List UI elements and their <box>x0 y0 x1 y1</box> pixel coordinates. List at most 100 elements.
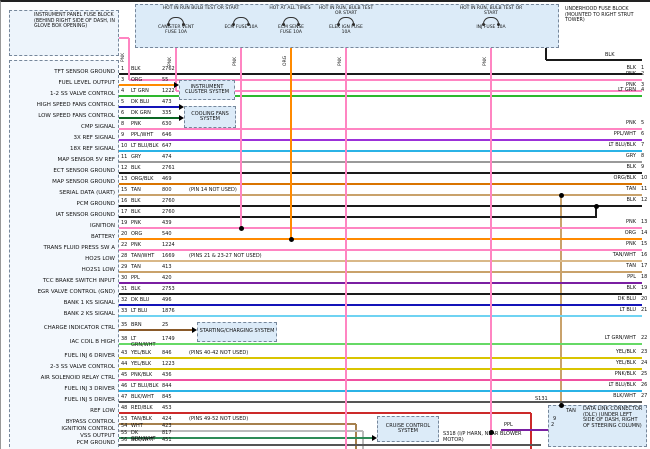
pin-number: 13 <box>121 176 128 182</box>
pin-number: 32 <box>121 297 128 303</box>
vertical-wire-color-label: PNK <box>233 56 238 66</box>
ip-fuse-block-label: INSTRUMENT PANEL FUSE BLOCK (BEHIND RIGH… <box>34 13 115 30</box>
signal-label: SERIAL DATA (UART) <box>59 190 115 196</box>
pin-number: 20 <box>121 231 128 237</box>
circuit-number: 540 <box>162 231 172 237</box>
underhood-fuse-block-label: UNDERHOOD FUSE BLOCK (MOUNTED TO RIGHT S… <box>565 7 634 24</box>
right-continuation-tag: 11 <box>641 186 648 192</box>
pin-number: 9 <box>121 132 125 138</box>
wire-horizontal <box>119 117 179 119</box>
wire-color-label: PPL <box>504 422 513 428</box>
signal-label: FUEL LEVEL OUTPUT <box>58 80 115 86</box>
circuit-number: 1749 <box>162 336 175 342</box>
pin-number: 22 <box>121 242 128 248</box>
blk-feed <box>546 59 642 61</box>
wire-horizontal <box>119 368 642 370</box>
circuit-number: 630 <box>162 121 172 127</box>
blk-feed <box>545 48 547 60</box>
wire-color-label: DK GRN/WHT <box>131 430 156 442</box>
wire-color-label: BLK <box>131 66 141 72</box>
wire-horizontal <box>119 238 642 240</box>
circuit-number: 846 <box>162 350 172 356</box>
signal-label: TCC BRAKE SWITCH INPUT <box>42 278 115 284</box>
signal-label: TFT SENSOR GROUND <box>54 69 115 75</box>
wire-horizontal <box>119 423 356 425</box>
arrowhead <box>372 435 377 441</box>
fuse-header: HOT IN RUN BULB TEST OR START <box>162 6 240 11</box>
right-wire-color-label: BLK <box>626 197 637 203</box>
wire-color-label: TAN/WHT <box>131 253 155 259</box>
junction-dot <box>238 225 244 231</box>
wire-horizontal <box>119 73 642 75</box>
pin-number: 38 <box>121 336 128 342</box>
right-continuation-tag: 2 <box>641 71 645 77</box>
pin-number: 48 <box>121 405 128 411</box>
right-wire-color-label: BLK <box>626 285 637 291</box>
right-wire-color-label: PNK <box>625 219 636 225</box>
right-wire-color-label: YEL/BLK <box>615 349 636 355</box>
ecm-sense-feed <box>290 48 292 239</box>
wire-color-label: ORG <box>131 77 143 83</box>
pin-number: 44 <box>121 361 128 367</box>
ip-pnk-feed <box>119 37 129 39</box>
junction-dot <box>488 429 494 435</box>
splice-label-S131: S131 <box>535 396 548 402</box>
right-wire-color-label: PPL/WHT <box>613 131 636 137</box>
circuit-number: 436 <box>162 372 172 378</box>
right-wire-color-label: GRY <box>625 153 636 159</box>
signal-label: BATTERY <box>90 234 115 240</box>
right-wire-color-label: PNK <box>625 120 636 126</box>
circuit-number: 474 <box>162 154 172 160</box>
ip-pnk-feed <box>128 38 130 80</box>
signal-label: IAC COIL B HIGH <box>69 339 115 345</box>
circuit-number: 647 <box>162 143 172 149</box>
right-wire-color-label: LT BLU/BLK <box>608 382 636 388</box>
right-wire-color-label: TAN <box>626 186 636 192</box>
circuit-number: 2762 <box>162 66 175 72</box>
junction-dot <box>288 236 294 242</box>
ip-fuse-block-box: INSTRUMENT PANEL FUSE BLOCK (BEHIND RIGH… <box>9 10 119 56</box>
wire-color-label: DK GRN <box>131 110 151 116</box>
wire-color-label: TAN/BLK <box>131 416 153 422</box>
pin-number: 1 <box>121 66 125 72</box>
circuit-number: 25 <box>162 322 169 328</box>
circuit-number: 55 <box>162 77 169 83</box>
right-continuation-tag: 14 <box>641 230 648 236</box>
circuit-number: 423 <box>162 423 172 429</box>
wire-horizontal <box>119 227 642 229</box>
junction-dot <box>558 192 564 198</box>
wire-horizontal <box>119 379 642 381</box>
row-note: (PINS 40-42 NOT USED) <box>189 350 249 356</box>
wire-color-label: YEL/BLK <box>131 361 152 367</box>
wire-color-label: PPL <box>131 275 140 281</box>
wire-color-label: PNK/BLK <box>131 372 153 378</box>
signal-label: BANK 2 KS SIGNAL <box>63 311 115 317</box>
signal-label: REF LOW <box>90 408 115 414</box>
right-continuation-tag: 22 <box>641 335 648 341</box>
pin-number: 11 <box>121 154 128 160</box>
right-wire-color-label: PNK <box>625 82 636 88</box>
right-continuation-tag: 25 <box>641 371 648 377</box>
signal-label: 3X REF SIGNAL <box>73 135 115 141</box>
wire-horizontal <box>119 444 541 446</box>
signal-label: FUEL INJ 5 DRIVER <box>64 397 115 403</box>
fuse-icon <box>482 17 500 26</box>
signal-label: EGR VALVE CONTROL (GND) <box>37 289 115 295</box>
pin-number: 3 <box>121 77 125 83</box>
underhood-fuse-block-box <box>135 4 559 48</box>
wire-vertical <box>355 424 357 449</box>
right-wire-color-label: PNK <box>625 71 636 77</box>
dlc-terminal-wire: TAN <box>566 408 576 414</box>
wire-color-label: PNK <box>131 242 142 248</box>
fuse-icon <box>232 17 250 26</box>
wire-horizontal <box>119 194 642 196</box>
wire-color-label: BLK <box>131 165 141 171</box>
ip-pnk-feed <box>129 79 642 81</box>
pin-number: 54 <box>121 423 128 429</box>
vertical-wire-color-label: PNK <box>121 52 126 62</box>
pin-number: 31 <box>121 286 128 292</box>
vertical-wire-color-label: PNK <box>483 56 488 66</box>
wire-color-label: ORG <box>131 231 143 237</box>
signal-label: MAP SENSOR GROUND <box>52 179 115 185</box>
pin-number: 17 <box>121 209 128 215</box>
